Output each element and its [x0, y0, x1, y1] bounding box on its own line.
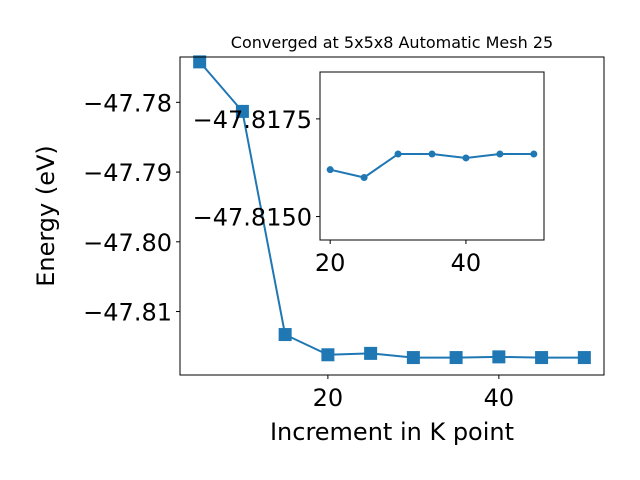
- main-series: [193, 55, 591, 365]
- main-y-ticks: −47.78 −47.79 −47.80 −47.81: [83, 89, 180, 327]
- main-series-line: [198, 61, 585, 359]
- main-x-tick-label: 20: [313, 384, 344, 412]
- inset-data-point: [462, 154, 470, 162]
- main-y-tick-label: −47.78: [83, 89, 172, 117]
- y-axis-label: Energy (eV): [32, 145, 60, 287]
- inset-y-ticks: −47.8175 −47.8150: [193, 106, 320, 232]
- inset-x-tick-label: 40: [451, 249, 482, 277]
- main-y-tick-label: −47.81: [83, 299, 172, 327]
- inset-data-point: [530, 150, 538, 158]
- inset-y-tick-label: −47.8175: [193, 106, 312, 134]
- inset-series: [326, 150, 538, 181]
- inset-frame: [319, 71, 545, 241]
- inset-x-tick-label: 20: [315, 249, 346, 277]
- inset-y-tick-label: −47.8150: [193, 204, 312, 232]
- main-data-point: [406, 351, 420, 365]
- main-data-point: [577, 351, 591, 365]
- main-data-point: [321, 348, 335, 362]
- inset-data-point: [496, 150, 504, 158]
- main-y-tick-label: −47.80: [83, 229, 172, 257]
- inset-axes: 20 40 −47.8175−47.8150: [193, 71, 545, 277]
- inset-data-point: [428, 150, 436, 158]
- main-x-tick-label: 40: [484, 384, 515, 412]
- main-data-point: [449, 351, 463, 365]
- main-data-point: [492, 350, 506, 364]
- main-x-ticks: 20 40: [313, 375, 515, 412]
- inset-data-point: [360, 173, 368, 181]
- inset-data-point: [394, 150, 402, 158]
- x-axis-label: Increment in K point: [270, 418, 514, 446]
- main-data-point: [235, 104, 249, 118]
- inset-data-point: [326, 166, 334, 174]
- main-y-tick-label: −47.79: [83, 159, 172, 187]
- inset-x-ticks: 20 40: [315, 240, 481, 277]
- chart-title: Converged at 5x5x8 Automatic Mesh 25: [231, 33, 553, 52]
- main-axes: 20 40 −47.78−47.79−47.80−47.81 Converged …: [32, 33, 605, 446]
- main-data-point: [535, 351, 549, 365]
- main-frame: [179, 56, 605, 376]
- main-data-point: [278, 328, 292, 342]
- main-data-point: [364, 346, 378, 360]
- main-data-point: [193, 55, 207, 69]
